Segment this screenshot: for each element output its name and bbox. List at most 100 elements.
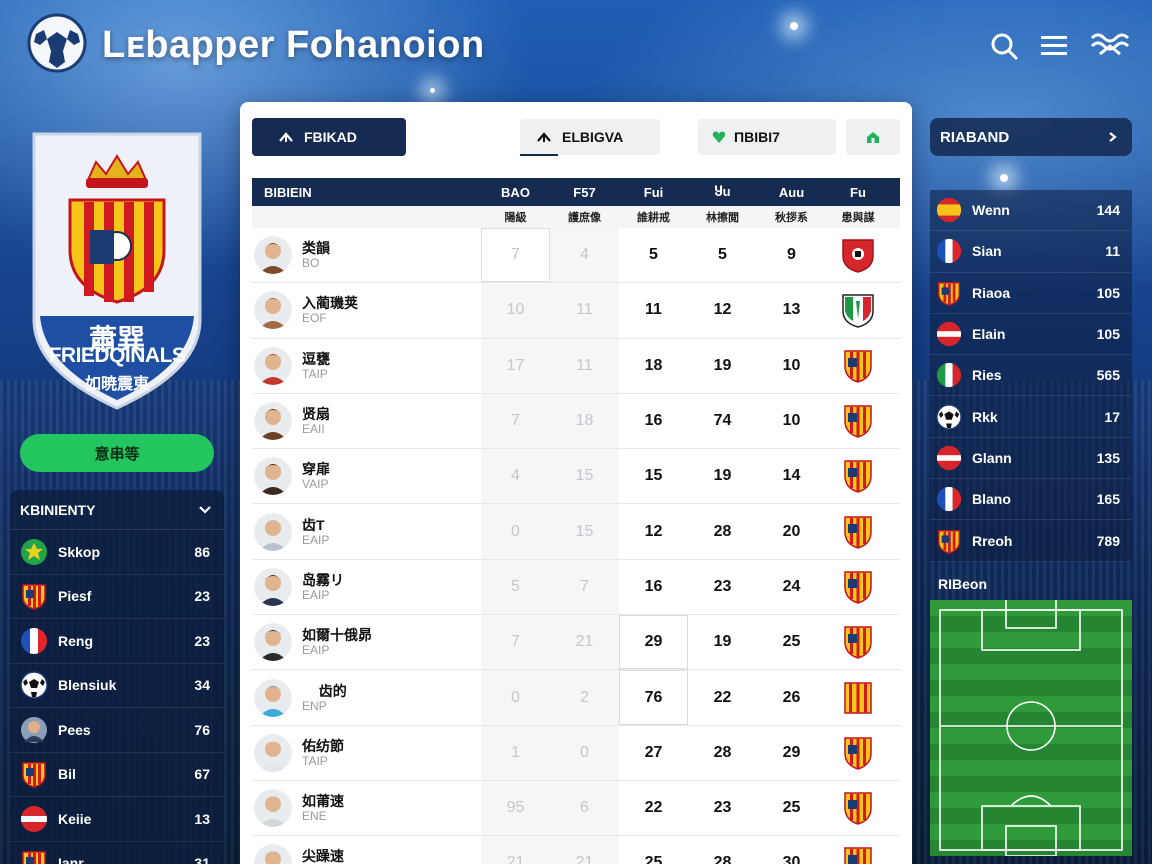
list-item-name: Piesf xyxy=(58,588,92,605)
list-item[interactable]: Skkop 86 xyxy=(10,530,224,575)
table-header: BIBIEIN BAO F57 Fui Ⴘu Auu Fu xyxy=(252,178,900,206)
stat-cell: 21 xyxy=(550,615,619,670)
player-avatar xyxy=(254,844,292,864)
tab-right[interactable]: ΠBIBI7 xyxy=(698,119,836,155)
search-icon[interactable] xyxy=(988,30,1020,62)
column-header[interactable]: Fu xyxy=(850,184,866,200)
tab-primary[interactable]: FBIKAD xyxy=(252,118,406,156)
column-header[interactable]: Ⴘu xyxy=(714,184,731,199)
list-item-value: 11 xyxy=(1105,243,1120,260)
table-row[interactable]: 如莆速 ENE 95 6 22 23 25 xyxy=(252,780,900,837)
chevron-down-icon[interactable] xyxy=(198,505,212,515)
green-action-button[interactable]: 意串等 xyxy=(20,434,214,472)
list-item[interactable]: Blano 165 xyxy=(930,479,1132,521)
table-row[interactable]: 佑纺節 TAIP 1 0 27 28 29 xyxy=(252,725,900,781)
stat-cell: 25 xyxy=(782,799,801,817)
stat-cell: 23 xyxy=(713,577,732,595)
club-crest-icon xyxy=(826,836,890,864)
table-row[interactable]: 类韻 BO 7 4 5 5 9 xyxy=(252,228,900,284)
column-header[interactable]: BAO xyxy=(501,184,530,200)
player-name: 如爾十俄昴 xyxy=(302,627,372,644)
table-subheader: 陽級 護庶像 誰耕戒 林擦閲 秋拶系 患與謀 xyxy=(252,206,900,228)
club-crest-icon xyxy=(826,339,890,393)
right-panel-header[interactable]: RIABAND xyxy=(930,118,1132,156)
list-item[interactable]: Elain 105 xyxy=(930,314,1132,356)
player-avatar xyxy=(254,733,292,772)
table-row[interactable]: 岛霧リ EAIP 5 7 16 23 24 xyxy=(252,559,900,616)
list-item[interactable]: Wenn 144 xyxy=(930,190,1132,232)
list-item-value: 23 xyxy=(194,588,210,605)
list-item[interactable]: Bil 67 xyxy=(10,753,224,797)
table-row[interactable]: 贤扇 EAII 7 18 16 74 10 xyxy=(252,393,900,450)
list-item[interactable]: Riaoa 105 xyxy=(930,273,1132,314)
soccer-ball-logo-icon[interactable] xyxy=(26,12,88,74)
stat-cell: 19 xyxy=(713,633,732,651)
list-item[interactable]: Piesf 23 xyxy=(10,575,224,619)
player-cell: 岛霧リ EAIP xyxy=(252,560,481,614)
list-item[interactable]: Blensiuk 34 xyxy=(10,664,224,708)
column-header[interactable]: Fui xyxy=(643,184,664,200)
player-position: TAIP xyxy=(302,753,328,768)
stat-cell: 15 xyxy=(550,449,619,504)
stat-cell: 5 xyxy=(718,246,727,264)
menu-icon[interactable] xyxy=(1038,30,1070,62)
table-row[interactable]: 齿T EAIP 0 15 12 28 20 xyxy=(252,504,900,560)
stat-cell: 95 xyxy=(481,780,550,836)
player-avatar xyxy=(254,789,292,828)
left-panel-header[interactable]: KBINIENTY xyxy=(10,490,224,530)
table-row[interactable]: 尖躁速ENE2121252830 xyxy=(252,836,900,864)
crest-title: 蕭巽 xyxy=(88,324,145,355)
club-crest-icon xyxy=(826,228,890,282)
stat-cell: 5 xyxy=(649,246,658,264)
list-item-name: Elain xyxy=(972,326,1006,343)
list-item[interactable]: Ianr 31 xyxy=(10,842,224,864)
spain-flag-icon xyxy=(936,197,962,223)
club-crest-icon xyxy=(826,670,890,724)
stat-cell: 1 xyxy=(481,725,550,780)
stat-cell: 74 xyxy=(713,412,732,430)
stat-cell: 29 xyxy=(782,743,801,761)
column-header[interactable]: BIBIEIN xyxy=(264,184,312,200)
player-cell: 入蔺璣荚 EOF xyxy=(252,283,481,337)
list-item[interactable]: Glann 135 xyxy=(930,438,1132,480)
club-crest-icon xyxy=(826,504,890,558)
stat-cell: 18 xyxy=(550,393,619,449)
caret-up-icon xyxy=(537,132,551,142)
striped-shield-icon xyxy=(936,280,962,306)
stat-cell: 10 xyxy=(782,356,801,374)
subcolumn-header: 秋拶系 xyxy=(775,212,808,224)
column-header[interactable]: F57 xyxy=(573,184,596,200)
stat-cell: 2 xyxy=(550,670,619,725)
wave-menu-icon[interactable] xyxy=(1090,30,1130,62)
list-item-value: 565 xyxy=(1096,367,1120,384)
list-item[interactable]: Sian 11 xyxy=(930,231,1132,273)
table-row[interactable]: 逗甕 TAIP 17 11 18 19 10 xyxy=(252,338,900,394)
player-cell: 齿T EAIP xyxy=(252,504,481,558)
stat-cell: 7 xyxy=(481,228,550,283)
tab-middle[interactable]: ELBIGVA xyxy=(520,119,660,155)
list-item[interactable]: Pees 76 xyxy=(10,708,224,753)
list-item-value: 105 xyxy=(1096,284,1120,301)
stat-cell: 9 xyxy=(787,246,796,264)
table-row[interactable]: ᅟ 齿的 ENP 0 2 76 22 26 xyxy=(252,670,900,726)
list-item-name: Keiie xyxy=(58,810,92,827)
list-item[interactable]: Rkk 17 xyxy=(930,396,1132,438)
player-name: 穿扉 xyxy=(302,461,330,478)
list-item[interactable]: Reng 23 xyxy=(10,619,224,664)
stat-cell: 28 xyxy=(713,522,732,540)
list-item[interactable]: Ries 565 xyxy=(930,355,1132,397)
table-row[interactable]: 如爾十俄昴 EAIP 7 21 29 19 25 xyxy=(252,615,900,671)
list-item-name: Ianr xyxy=(58,855,84,864)
player-avatar xyxy=(254,402,292,441)
crest-caption: 如暁震東 xyxy=(84,376,149,393)
football-pitch[interactable] xyxy=(930,600,1132,856)
home-tab-button[interactable] xyxy=(846,119,900,155)
stat-cell: 15 xyxy=(550,504,619,559)
list-item[interactable]: Rreoh 789 xyxy=(930,520,1132,562)
player-avatar xyxy=(254,512,292,551)
list-item[interactable]: Keiie 13 xyxy=(10,797,224,842)
column-header[interactable]: Auu xyxy=(778,184,805,200)
list-item-value: 86 xyxy=(194,543,210,560)
table-row[interactable]: 穿扉 VAIP 4 15 15 19 14 xyxy=(252,449,900,505)
table-row[interactable]: 入蔺璣荚 EOF 10 11 11 12 13 xyxy=(252,283,900,339)
